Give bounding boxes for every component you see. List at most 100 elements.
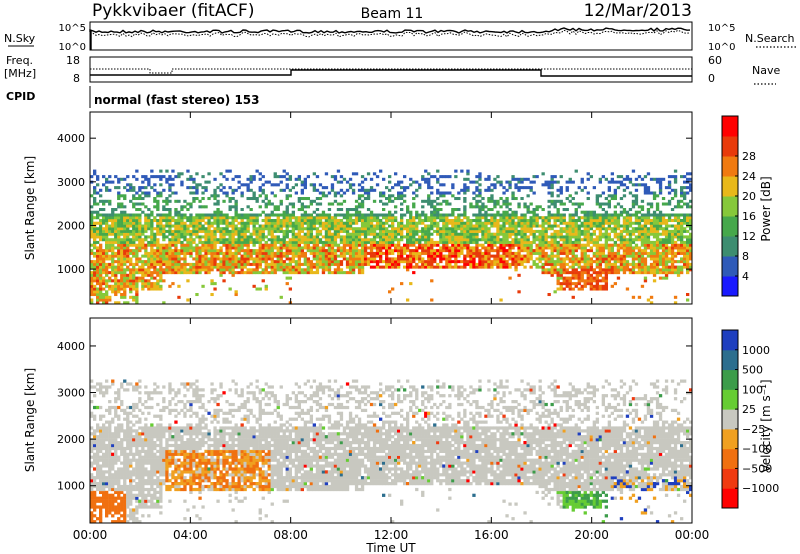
power-cell — [120, 262, 124, 266]
power-cell — [577, 227, 581, 231]
power-cell — [583, 224, 587, 228]
power-cell — [664, 257, 669, 261]
power-cell — [607, 251, 612, 255]
power-cell — [162, 232, 166, 236]
power-cell — [532, 175, 536, 179]
power-cell — [156, 287, 160, 291]
power-cell — [165, 221, 169, 225]
power-cell — [622, 246, 627, 250]
power-cell — [90, 273, 94, 277]
power-cell — [105, 235, 109, 239]
power-cell — [385, 243, 389, 247]
power-cell — [168, 224, 172, 228]
power-cell — [526, 235, 530, 239]
power-cell — [204, 268, 208, 272]
power-cell — [394, 243, 398, 247]
power-cell — [526, 254, 530, 258]
power-cell — [505, 243, 509, 247]
power-cell — [93, 199, 97, 203]
power-cell — [661, 216, 666, 220]
power-cell — [255, 221, 259, 225]
power-cell — [607, 219, 612, 223]
power-cell — [198, 262, 202, 266]
power-cell — [532, 224, 536, 228]
power-cell — [571, 276, 575, 280]
power-cell — [412, 219, 416, 223]
power-cell — [273, 271, 277, 275]
power-cell — [457, 249, 461, 253]
power-cell — [225, 169, 229, 173]
power-cell — [559, 191, 563, 195]
power-cell — [523, 243, 527, 247]
power-cell — [433, 199, 437, 203]
power-cell — [132, 219, 136, 223]
power-cell — [177, 175, 181, 179]
power-cell — [601, 243, 606, 247]
power-cell — [129, 219, 133, 223]
power-cell — [216, 216, 220, 220]
power-cell — [388, 240, 392, 244]
power-cell — [649, 262, 654, 266]
power-cell — [613, 282, 618, 286]
power-cell — [601, 279, 606, 283]
power-cell — [216, 229, 220, 233]
power-cell — [670, 208, 675, 212]
power-cell — [511, 175, 515, 179]
power-cell — [120, 249, 124, 253]
power-cell — [622, 227, 627, 231]
power-cell — [144, 227, 148, 231]
power-cell — [538, 246, 542, 250]
power-cell — [607, 205, 612, 209]
power-cell — [466, 224, 470, 228]
power-cell — [336, 232, 341, 236]
power-cell — [652, 254, 657, 258]
power-cell — [237, 216, 241, 220]
power-cell — [96, 287, 100, 291]
power-cell — [348, 251, 353, 255]
power-cell — [637, 219, 642, 223]
power-cell — [357, 210, 362, 214]
power-cell — [177, 216, 181, 220]
power-cell — [445, 224, 449, 228]
power-cell — [270, 243, 274, 247]
power-cell — [138, 194, 142, 198]
power-cell — [613, 188, 618, 192]
power-cell — [135, 295, 139, 299]
power-cell — [171, 177, 175, 181]
power-cell — [472, 246, 476, 250]
power-cell — [523, 260, 527, 264]
power-cell — [258, 271, 262, 275]
power-cell — [279, 257, 283, 261]
power-cell — [457, 254, 461, 258]
power-cell — [436, 197, 440, 201]
power-cell — [375, 251, 380, 255]
power-cell — [391, 235, 395, 239]
power-cell — [174, 254, 178, 258]
power-cell — [288, 287, 293, 291]
power-cell — [219, 260, 223, 264]
power-cell — [270, 213, 274, 217]
power-cell — [288, 216, 293, 220]
power-cell — [267, 229, 271, 233]
power-cell — [285, 216, 289, 220]
power-cell — [529, 221, 533, 225]
power-cell — [108, 232, 112, 236]
power-cell — [634, 229, 639, 233]
power-cell — [680, 194, 684, 198]
power-cell — [613, 216, 618, 220]
power-cell — [652, 232, 657, 236]
power-cell — [168, 240, 172, 244]
power-cell — [270, 227, 274, 231]
power-cell — [114, 301, 118, 304]
power-cell — [153, 287, 157, 291]
power-cell — [517, 205, 521, 209]
power-cell — [649, 213, 654, 217]
power-cell — [550, 254, 554, 258]
power-cell — [559, 276, 563, 280]
power-cell — [550, 251, 554, 255]
power-cell — [288, 177, 293, 181]
power-cell — [324, 216, 329, 220]
power-cell — [162, 175, 166, 179]
power-cell — [108, 295, 112, 299]
power-cell — [460, 249, 464, 253]
